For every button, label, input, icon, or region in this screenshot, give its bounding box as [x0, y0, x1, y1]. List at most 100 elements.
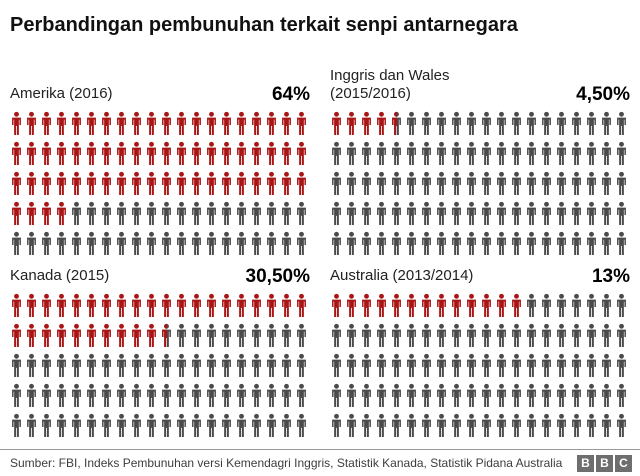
person-icon-muted: [345, 353, 358, 378]
person-icon-muted: [205, 383, 218, 408]
person-icon-muted: [205, 413, 218, 438]
person-icon-muted: [465, 111, 478, 136]
person-icon-highlighted: [40, 171, 53, 196]
person-icon-muted: [250, 383, 263, 408]
person-icon-muted: [615, 231, 628, 256]
person-icon-muted: [495, 413, 508, 438]
person-icon-highlighted: [480, 293, 493, 318]
person-icon-muted: [540, 111, 553, 136]
person-icon-muted: [265, 201, 278, 226]
person-icon-highlighted: [115, 171, 128, 196]
person-icon-muted: [405, 231, 418, 256]
person-icon-muted: [250, 353, 263, 378]
person-icon-highlighted: [435, 293, 448, 318]
person-icon-muted: [115, 383, 128, 408]
person-icon-muted: [600, 231, 613, 256]
person-icon-highlighted: [295, 111, 308, 136]
person-icon-muted: [280, 383, 293, 408]
person-icon-half-highlighted: [160, 323, 173, 348]
person-icon-highlighted: [85, 111, 98, 136]
person-icon-muted: [295, 383, 308, 408]
person-icon-muted: [375, 231, 388, 256]
person-icon-muted: [480, 171, 493, 196]
icon-grid-australia: [330, 293, 630, 438]
person-icon-highlighted: [70, 293, 83, 318]
person-icon-muted: [405, 141, 418, 166]
person-icon-highlighted: [10, 171, 23, 196]
person-icon-muted: [280, 413, 293, 438]
person-icon-muted: [160, 353, 173, 378]
person-icon-highlighted: [495, 293, 508, 318]
person-icon-highlighted: [295, 141, 308, 166]
person-icon-highlighted: [175, 141, 188, 166]
person-icon-muted: [265, 413, 278, 438]
person-icon-highlighted: [115, 111, 128, 136]
person-icon-highlighted: [40, 323, 53, 348]
panel-label: Australia (2013/2014): [330, 267, 474, 285]
panel-value: 13%: [591, 266, 630, 287]
person-icon-highlighted: [25, 141, 38, 166]
person-icon-muted: [175, 201, 188, 226]
person-icon-muted: [265, 323, 278, 348]
person-icon-muted: [570, 413, 583, 438]
person-icon-muted: [250, 323, 263, 348]
person-icon-muted: [510, 383, 523, 408]
person-icon-muted: [495, 171, 508, 196]
person-icon-muted: [175, 323, 188, 348]
person-icon-muted: [70, 231, 83, 256]
person-icon-highlighted: [25, 323, 38, 348]
person-icon-highlighted: [130, 323, 143, 348]
person-icon-muted: [540, 141, 553, 166]
person-icon-highlighted: [265, 141, 278, 166]
person-icon-highlighted: [10, 111, 23, 136]
person-icon-muted: [615, 323, 628, 348]
person-icon-muted: [615, 171, 628, 196]
person-icon-muted: [570, 111, 583, 136]
person-icon-highlighted: [175, 111, 188, 136]
person-icon-muted: [345, 323, 358, 348]
person-icon-highlighted: [25, 293, 38, 318]
person-icon-muted: [495, 323, 508, 348]
person-icon-muted: [55, 353, 68, 378]
person-icon-muted: [525, 141, 538, 166]
person-icon-highlighted: [70, 171, 83, 196]
person-icon-muted: [465, 231, 478, 256]
person-icon-highlighted: [235, 171, 248, 196]
person-icon-muted: [345, 141, 358, 166]
person-icon-muted: [390, 323, 403, 348]
person-icon-highlighted: [70, 141, 83, 166]
panel-kanada: Kanada (2015) 30,50%: [10, 256, 310, 438]
person-icon-muted: [360, 413, 373, 438]
person-icon-highlighted: [100, 293, 113, 318]
person-icon-muted: [390, 171, 403, 196]
person-icon-muted: [420, 111, 433, 136]
person-icon-muted: [235, 413, 248, 438]
person-icon-highlighted: [205, 171, 218, 196]
bbc-logo-letter: B: [577, 454, 594, 472]
person-icon-muted: [10, 413, 23, 438]
footer: Sumber: FBI, Indeks Pembunuhan versi Kem…: [0, 449, 640, 476]
person-icon-muted: [330, 141, 343, 166]
person-icon-highlighted: [25, 171, 38, 196]
person-icon-muted: [525, 413, 538, 438]
person-icon-muted: [235, 353, 248, 378]
person-icon-muted: [345, 413, 358, 438]
person-icon-muted: [615, 111, 628, 136]
person-icon-muted: [405, 383, 418, 408]
person-icon-muted: [130, 353, 143, 378]
person-icon-muted: [555, 171, 568, 196]
person-icon-highlighted: [115, 323, 128, 348]
person-icon-muted: [330, 383, 343, 408]
person-icon-highlighted: [250, 141, 263, 166]
person-icon-highlighted: [10, 201, 23, 226]
person-icon-muted: [570, 231, 583, 256]
person-icon-highlighted: [345, 111, 358, 136]
person-icon-muted: [600, 293, 613, 318]
person-icon-muted: [85, 201, 98, 226]
person-icon-muted: [600, 383, 613, 408]
person-icon-muted: [555, 141, 568, 166]
person-icon-highlighted: [265, 293, 278, 318]
person-icon-muted: [295, 353, 308, 378]
person-icon-muted: [220, 231, 233, 256]
person-icon-muted: [570, 171, 583, 196]
